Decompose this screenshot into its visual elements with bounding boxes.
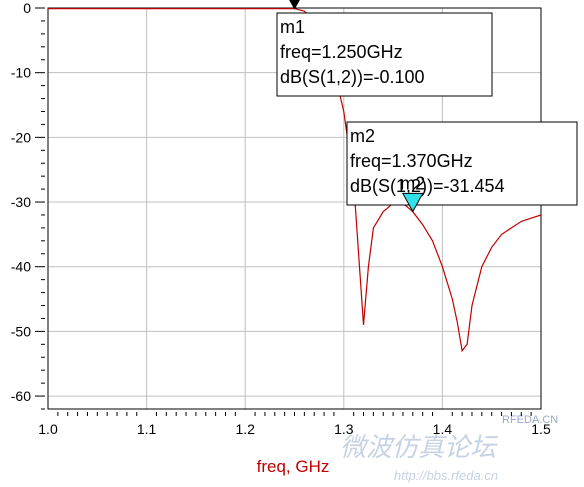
y-tick-label: -30 bbox=[11, 194, 31, 210]
y-tick-label: -60 bbox=[11, 388, 31, 404]
marker-readout-line: freq=1.250GHz bbox=[280, 42, 403, 62]
markers-layer: m1freq=1.250GHzdB(S(1,2))=-0.100m1m2freq… bbox=[276, 0, 578, 213]
y-tick-label: 0 bbox=[23, 0, 31, 16]
marker-readout-box bbox=[346, 121, 578, 206]
marker-readout-line: dB(S(1,2))=-0.100 bbox=[280, 67, 425, 87]
marker-triangle bbox=[401, 192, 424, 213]
x-tick-label: 1.5 bbox=[531, 421, 551, 437]
x-tick-label: 1.1 bbox=[137, 421, 157, 437]
y-tick-label: -40 bbox=[11, 259, 31, 275]
x-axis-label: freq, GHz bbox=[257, 457, 330, 476]
y-tick-label: -20 bbox=[11, 129, 31, 145]
marker-readout-line: m1 bbox=[280, 17, 305, 37]
marker-readout-box bbox=[276, 12, 493, 97]
y-tick-label: -50 bbox=[11, 323, 31, 339]
watermark: RFEDA.CN 微波仿真论坛 http://bbs.rfeda.cn bbox=[340, 414, 558, 483]
watermark-forum-name: 微波仿真论坛 bbox=[340, 433, 499, 463]
x-tick-label: 1.4 bbox=[433, 421, 453, 437]
tick-labels: 1.0 1.1 1.2 1.3 1.4 1.5 0 -10 -20 -30 -40 -50 -60 bbox=[11, 0, 551, 437]
x-tick-label: 1.2 bbox=[235, 421, 255, 437]
marker-tag-label: m2 bbox=[400, 173, 425, 193]
watermark-url: http://bbs.rfeda.cn bbox=[394, 468, 498, 483]
marker-readout-line: m2 bbox=[350, 126, 375, 146]
marker-readout-line: freq=1.370GHz bbox=[350, 151, 473, 171]
marker-triangle bbox=[289, 0, 300, 10]
y-tick-label: -10 bbox=[11, 65, 31, 81]
watermark-brand: RFEDA.CN bbox=[502, 414, 558, 426]
marker-readout-line: dB(S(1,2))=-31.454 bbox=[350, 176, 505, 196]
x-tick-label: 1.3 bbox=[334, 421, 354, 437]
x-tick-label: 1.0 bbox=[38, 421, 58, 437]
